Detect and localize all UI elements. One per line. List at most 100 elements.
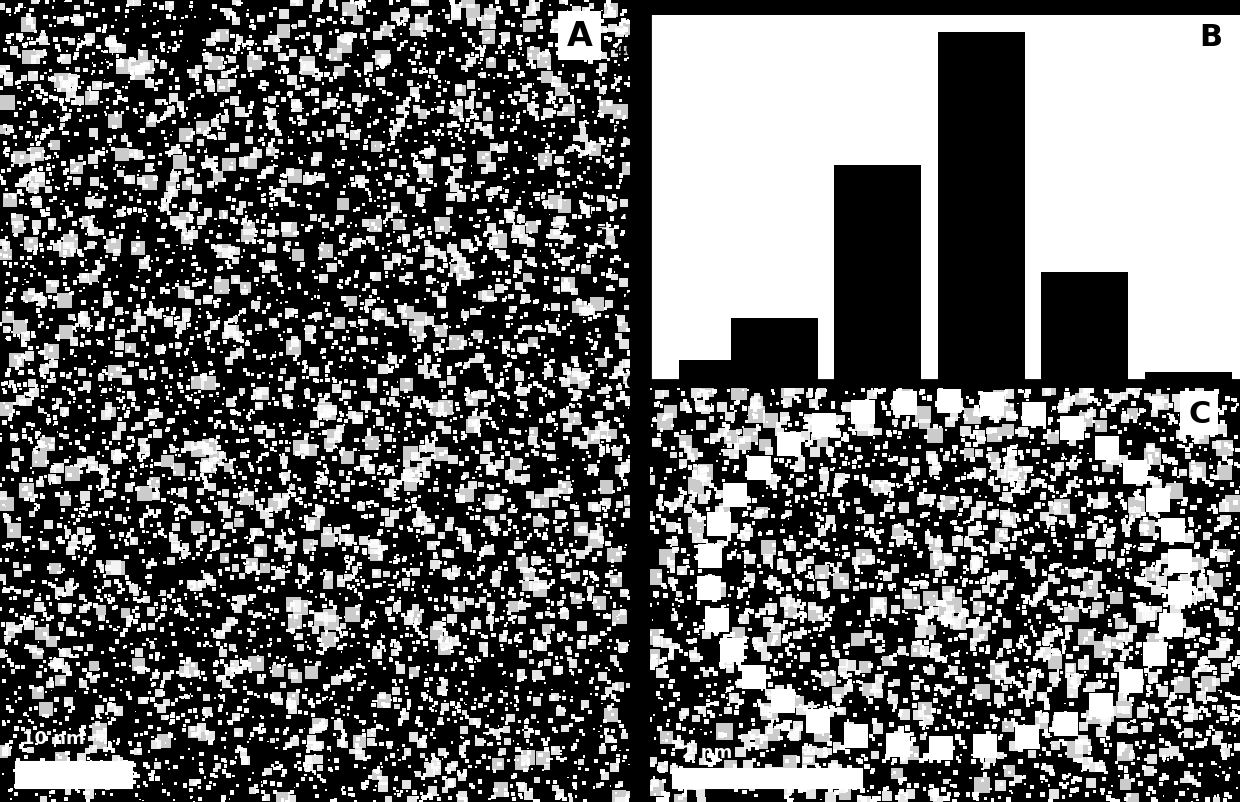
Point (446, 523, 466, 536)
Point (9, 221, 29, 233)
Point (15, 642, 35, 654)
Point (347, 739, 367, 751)
Point (1114, 703, 1133, 716)
Point (1153, 686, 1173, 699)
Point (164, 595, 184, 608)
Point (295, 482, 315, 495)
Point (247, 542, 267, 555)
Point (58, 695, 78, 708)
Point (568, 734, 588, 747)
Point (885, 584, 905, 597)
Point (549, 228, 569, 241)
Point (393, 739, 413, 752)
Point (992, 468, 1012, 480)
Point (789, 581, 808, 594)
Point (464, 88, 484, 101)
Point (939, 554, 959, 567)
Point (1146, 406, 1166, 419)
Point (123, 535, 143, 548)
Point (440, 205, 460, 217)
Point (213, 383, 233, 395)
Point (128, 745, 148, 758)
Point (151, 114, 171, 127)
Point (267, 691, 286, 703)
Point (415, 690, 435, 703)
Point (0, 2, 11, 14)
Point (320, 745, 340, 758)
Point (771, 553, 791, 566)
Point (30, 646, 50, 659)
Point (48, 330, 68, 343)
Point (141, 606, 161, 618)
Point (1023, 469, 1043, 482)
Point (1032, 689, 1052, 702)
Point (551, 744, 570, 757)
Point (942, 715, 962, 727)
Point (185, 796, 205, 802)
Point (888, 479, 908, 492)
Point (262, 243, 281, 256)
Point (236, 558, 255, 571)
Point (502, 47, 522, 59)
Point (91, 690, 110, 703)
Point (26, 134, 46, 147)
Point (1167, 590, 1187, 603)
Point (218, 7, 238, 20)
Point (1200, 529, 1220, 541)
Point (57, 178, 77, 191)
Point (193, 705, 213, 718)
Point (38, 276, 58, 289)
Point (1142, 562, 1162, 575)
Point (598, 757, 618, 770)
Point (267, 724, 286, 737)
Point (512, 323, 532, 336)
Point (391, 103, 410, 116)
Point (609, 382, 629, 395)
Point (356, 399, 376, 412)
Point (391, 504, 410, 516)
Point (596, 496, 616, 508)
Point (1220, 440, 1240, 453)
Point (987, 652, 1007, 665)
Point (789, 752, 808, 765)
Point (1044, 486, 1064, 499)
Point (1075, 666, 1095, 678)
Point (946, 493, 966, 506)
Point (79, 752, 99, 765)
Point (231, 468, 250, 480)
Point (725, 771, 745, 784)
Point (1188, 663, 1208, 676)
Point (574, 111, 594, 124)
Point (605, 694, 625, 707)
Point (491, 217, 511, 229)
Point (160, 414, 180, 427)
Point (1197, 793, 1216, 802)
Point (460, 760, 480, 773)
Point (1049, 460, 1069, 473)
Point (435, 784, 455, 796)
Point (1207, 734, 1226, 747)
Point (549, 663, 569, 676)
Point (312, 210, 332, 223)
Point (429, 89, 449, 102)
Point (342, 409, 362, 422)
Point (332, 580, 352, 593)
Point (946, 633, 966, 646)
Point (869, 536, 889, 549)
Point (274, 193, 294, 206)
Point (750, 527, 770, 540)
Point (644, 650, 663, 663)
Point (417, 673, 436, 686)
Point (887, 743, 906, 756)
Point (40, 242, 60, 255)
Point (259, 430, 279, 443)
Point (567, 359, 587, 372)
Point (404, 90, 424, 103)
Point (159, 423, 179, 436)
Point (196, 328, 216, 341)
Point (563, 400, 583, 413)
Point (201, 357, 221, 370)
Point (1115, 739, 1135, 752)
Point (900, 729, 920, 742)
Point (399, 695, 419, 707)
